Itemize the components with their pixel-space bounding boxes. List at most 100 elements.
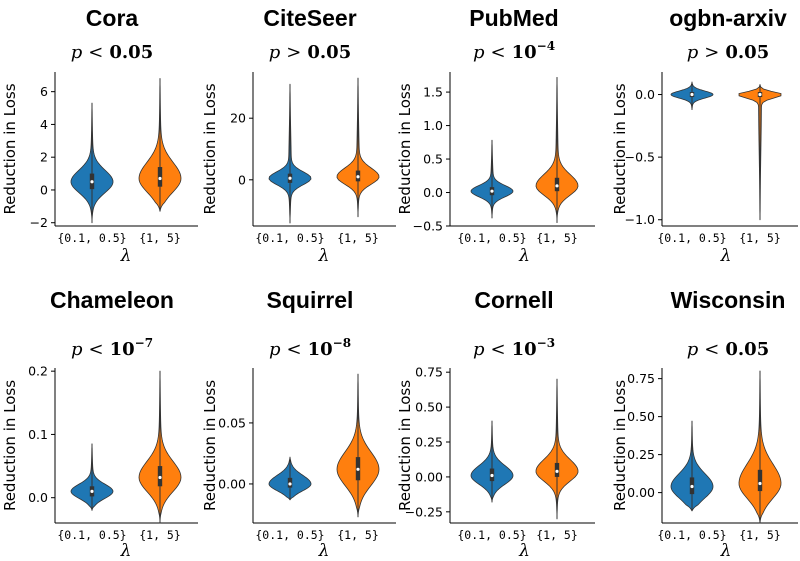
violin-high-lambda [138,370,182,524]
y-axis-label: Reduction in Loss [611,380,629,511]
panel-title: PubMed [469,5,558,31]
y-tick-label: 0.2 [28,364,48,379]
y-tick-label: −0.5 [413,219,443,234]
panel-cora: Cora p <0.05 −2 0 2 4 6 Reduction in Loss {0.1, 0… [1,5,198,266]
x-axis-label: λ [518,541,530,561]
panel-title: Squirrel [267,287,354,313]
panel-cornell: Cornell p <10−3 −0.25 0.00 0.25 0.50 0.75Reduct… [396,287,595,561]
violin-median [158,176,162,181]
y-tick-label: 0.25 [627,447,655,462]
y-tick-label: 0.00 [415,469,443,484]
x-tick-label: {1, 5} [536,528,578,542]
violin-median [288,482,292,486]
y-tick-label: −0.5 [625,150,655,165]
y-tick-label: 0.1 [28,427,48,442]
x-axis-label: λ [120,246,132,266]
y-tick-label: 0.25 [415,435,443,450]
violin-median [555,184,559,188]
violin-iqr-box [157,167,163,187]
p-value-label: p <10−7 [71,336,153,360]
y-tick-label: 4 [40,117,48,132]
violin-low-lambda [670,81,714,110]
x-axis-label: λ [318,246,330,266]
x-tick-label: {0.1, 0.5} [657,231,726,245]
panel-title: ogbn-arxiv [669,5,787,31]
y-tick-label: 2 [40,150,48,165]
x-tick-label: {0.1, 0.5} [57,528,126,542]
violin-median [90,489,94,493]
violin-high-lambda [138,78,182,212]
p-value-label: p <0.05 [71,42,153,63]
violin-high-lambda [336,373,380,518]
panel-title: Wisconsin [671,287,786,313]
y-tick-label: 0.50 [627,409,655,424]
violin-median [90,180,94,184]
violin-high-lambda [738,84,782,221]
y-tick-label: 20 [230,111,246,126]
y-tick-label: −2 [30,215,48,230]
violin-low-lambda [70,102,114,224]
y-tick-label: 0.0 [423,185,443,200]
x-tick-label: {0.1, 0.5} [255,231,324,245]
y-tick-label: 0.0 [635,87,655,102]
x-tick-label: {0.1, 0.5} [255,528,324,542]
y-tick-label: −1.0 [625,212,655,227]
panel-title: Chameleon [50,287,174,313]
violin-iqr-box [757,469,763,492]
x-tick-label: {1, 5} [139,231,181,245]
violin-median [758,92,762,97]
violin-median [356,175,360,179]
y-tick-label: 0.75 [627,371,655,386]
x-axis-label: λ [720,246,732,266]
x-tick-label: {0.1, 0.5} [657,528,726,542]
violin-median [690,484,694,489]
y-axis-label: Reduction in Loss [611,83,629,214]
violin-high-lambda [535,378,579,520]
y-tick-label: 0.00 [627,485,655,500]
y-tick-label: 1.0 [423,118,443,133]
y-axis-label: Reduction in Loss [201,380,219,511]
panel-pubmed: PubMed p <10−4 −0.5 0.0 0.5 1.0 1.5 Reduction in… [396,5,595,266]
x-tick-label: {1, 5} [536,231,578,245]
x-tick-label: {1, 5} [739,231,781,245]
violin-median [758,481,762,486]
y-tick-label: 0.75 [415,365,443,380]
y-axis-label: Reduction in Loss [396,83,414,214]
violin-high-lambda [336,77,380,218]
p-value-label: p <10−8 [269,336,351,360]
x-tick-label: {1, 5} [139,528,181,542]
panel-wisconsin: Wisconsin p <0.05 0.00 0.25 0.50 0.75Reduction… [611,287,798,561]
violin-high-lambda [535,76,579,224]
panel-title: Cora [86,5,139,31]
x-axis-label: λ [720,541,732,561]
violin-median [555,469,559,473]
violin-median [690,92,694,97]
p-value-label: p >0.05 [687,42,769,63]
y-tick-label: 0.50 [415,400,443,415]
p-value-label: p >0.05 [269,42,351,63]
x-axis-label: λ [318,541,330,561]
panel-chameleon: Chameleon p <10−7 0.0 0.1 0.2 Reduction in Los… [1,287,198,561]
y-tick-label: 1.5 [423,85,443,100]
p-value-label: p <0.05 [687,339,769,360]
violin-median [490,189,494,193]
y-tick-label: 0 [238,172,246,187]
violin-low-lambda [470,420,514,503]
x-tick-label: {0.1, 0.5} [457,528,526,542]
x-tick-label: {0.1, 0.5} [57,231,126,245]
x-tick-label: {1, 5} [337,528,379,542]
violin-low-lambda [670,420,714,512]
violin-median [158,475,162,480]
panel-citeseer: CiteSeer p >0.05 0 20 Reduction in Loss {0.1, … [201,5,396,266]
panel-title: Cornell [474,287,553,313]
y-tick-label: 0.5 [423,152,443,167]
violin-low-lambda [70,443,114,511]
violin-low-lambda [268,83,312,224]
violin-median [288,176,292,180]
y-tick-label: 0.05 [218,415,246,430]
violin-high-lambda [738,370,782,524]
violin-median [490,473,494,478]
x-tick-label: {1, 5} [739,528,781,542]
